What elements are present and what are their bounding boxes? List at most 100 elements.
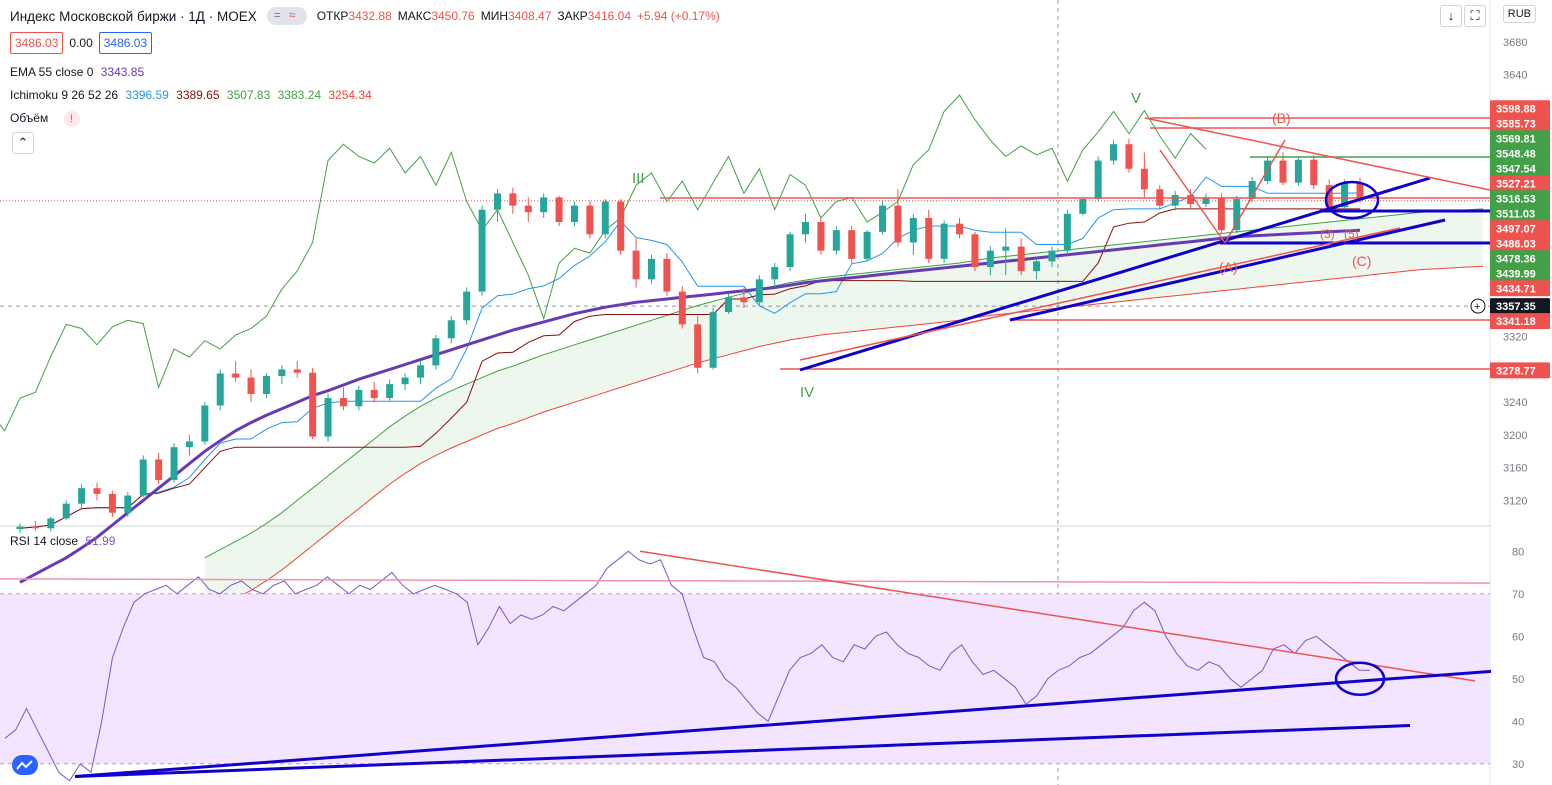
tenkan-line: [19, 176, 1361, 529]
price-label: 3497.07: [1496, 223, 1536, 235]
price-label-bg: [1490, 175, 1550, 192]
span-b-value: 3254.34: [328, 88, 372, 102]
candle-body: [1094, 160, 1102, 200]
volume-label: Объём: [10, 111, 49, 125]
candle-body: [555, 197, 563, 223]
wave-label: (C): [1352, 253, 1371, 269]
trend-line: [1144, 117, 1491, 191]
price-label: 3478.36: [1496, 253, 1536, 265]
price-label: 3598.88: [1496, 103, 1536, 115]
y-tick-label: 3680: [1503, 37, 1527, 49]
sell-button[interactable]: 3486.03: [10, 32, 64, 54]
candle-body: [47, 518, 55, 529]
trend-line: [799, 227, 1401, 361]
candle-body: [201, 405, 209, 442]
low-value: 3408.47: [508, 9, 552, 23]
y-tick-label: 3240: [1503, 397, 1527, 409]
candle-body: [586, 205, 594, 235]
fullscreen-button[interactable]: ⛶: [1464, 5, 1486, 27]
price-axis: 3120316032003240328033203360340034403480…: [1470, 0, 1552, 785]
currency-label[interactable]: RUB: [1502, 5, 1536, 23]
scroll-down-button[interactable]: ↓: [1440, 5, 1462, 27]
candle-body: [324, 398, 332, 437]
warning-icon[interactable]: !: [63, 111, 80, 127]
ichimoku-label: Ichimoku 9 26 52 26: [10, 88, 119, 102]
price-label: 3547.54: [1496, 163, 1537, 175]
candle-body: [817, 222, 825, 251]
volume-legend[interactable]: Объём !: [10, 111, 80, 127]
candle-body: [1341, 182, 1349, 208]
candle-body: [1294, 159, 1302, 183]
rsi-highlight: [1334, 661, 1386, 696]
rsi-label: RSI 14 close: [10, 534, 79, 548]
price-label-bg: [1490, 205, 1550, 222]
candle-body: [971, 234, 979, 268]
candle-body: [617, 201, 625, 251]
candle-body: [463, 291, 471, 321]
y-tick-label: 3320: [1503, 332, 1527, 344]
candle-body: [740, 297, 748, 303]
ema-line: [19, 228, 1361, 584]
candle-body: [278, 369, 286, 376]
symbol-title: Индекс Московской биржи · 1Д · MOEX: [10, 8, 257, 24]
candle-body: [1187, 194, 1195, 204]
price-label: 3527.21: [1496, 178, 1536, 190]
candle-body: [155, 459, 163, 480]
candle-body: [1171, 194, 1179, 206]
price-label: 3434.71: [1496, 283, 1536, 295]
candle-body: [1048, 250, 1056, 262]
price-label-bg: [1490, 145, 1550, 162]
compare-toggle[interactable]: = ≈: [266, 7, 307, 25]
wave-label: (3): [1320, 227, 1335, 241]
kijun-line: [19, 208, 1360, 529]
candle-body: [1233, 199, 1241, 231]
candle-body: [956, 223, 964, 235]
indicator-lines: [0, 94, 1361, 584]
ema-legend[interactable]: EMA 55 close 0 3343.85: [10, 65, 144, 79]
rsi-band: [0, 593, 1490, 764]
rsi-tick-label: 60: [1512, 631, 1524, 643]
candle-body: [108, 493, 116, 513]
candle-body: [694, 324, 702, 368]
ema-label: EMA 55 close 0: [10, 65, 94, 79]
candle-body: [771, 267, 779, 280]
rsi-legend[interactable]: RSI 14 close 51.99: [10, 534, 115, 548]
buy-button[interactable]: 3486.03: [98, 32, 153, 54]
tradingview-logo-icon[interactable]: [12, 755, 38, 775]
candle-body: [1125, 144, 1133, 169]
price-label-bg: [1490, 130, 1550, 147]
candle-body: [355, 389, 363, 407]
candle-body: [986, 250, 994, 268]
collapse-legend-button[interactable]: ⌃: [12, 132, 34, 154]
candle-body: [647, 258, 655, 280]
candle-body: [31, 526, 39, 529]
candle-body: [863, 231, 871, 259]
candle-body: [925, 217, 933, 259]
price-label: 3548.48: [1496, 148, 1536, 160]
highlight-circle: [1324, 180, 1380, 220]
ichimoku-legend[interactable]: Ichimoku 9 26 52 26 3396.59 3389.65 3507…: [10, 88, 372, 102]
rsi-pane: [0, 550, 1536, 782]
candle-body: [1279, 160, 1287, 183]
candle-body: [139, 459, 147, 496]
price-label: 3439.99: [1496, 268, 1536, 280]
drawings: III IV V (B) (A) (C) (3) (5): [632, 90, 1552, 401]
candle-body: [1079, 199, 1087, 214]
candle-body: [339, 398, 347, 407]
price-label: 3569.81: [1496, 133, 1536, 145]
price-label: 3278.77: [1496, 365, 1536, 377]
candle-body: [478, 209, 486, 292]
candle-body: [185, 441, 193, 448]
span-a-value: 3383.24: [277, 88, 322, 102]
change-value: +5.94 (+0.17%): [637, 9, 720, 23]
price-label: 3516.53: [1496, 193, 1536, 205]
candle-body: [1217, 197, 1225, 231]
candle-body: [93, 488, 101, 494]
rsi-line: [4, 550, 1370, 782]
ichimoku-cloud: [204, 208, 1484, 616]
trend-line: [799, 176, 1431, 372]
chevron-up-icon: ⌃: [17, 135, 29, 150]
open-value: 3432.88: [348, 9, 392, 23]
chikou-line: [0, 94, 1207, 432]
